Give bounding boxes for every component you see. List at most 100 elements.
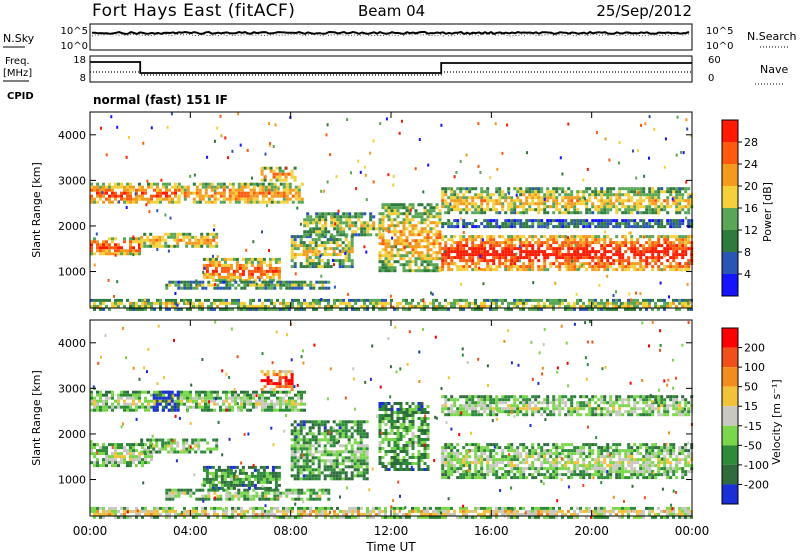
heatmap-cell <box>351 456 354 459</box>
heatmap-cell <box>561 299 564 302</box>
heatmap-cell <box>182 236 185 239</box>
heatmap-cell <box>348 299 351 302</box>
heatmap-cell <box>306 420 309 423</box>
heatmap-cell <box>168 198 171 201</box>
heatmap-cell <box>182 445 185 448</box>
heatmap-cell <box>288 284 291 287</box>
heatmap-cell <box>294 400 297 403</box>
heatmap-cell <box>141 305 144 308</box>
y-tick-label: 2000 <box>58 220 86 233</box>
heatmap-cell <box>294 262 297 265</box>
heatmap-cell <box>135 464 138 467</box>
heatmap-cell <box>321 423 324 426</box>
heatmap-cell <box>537 208 540 211</box>
heatmap-cell <box>642 211 645 214</box>
heatmap-cell <box>105 449 108 452</box>
heatmap-cell <box>412 251 415 254</box>
heatmap-cell <box>615 250 618 253</box>
heatmap-cell <box>382 229 384 232</box>
heatmap-cell <box>504 250 507 253</box>
heatmap-cell <box>495 299 498 302</box>
heatmap-cell <box>492 302 495 305</box>
heatmap-cell <box>558 262 561 265</box>
heatmap-cell <box>210 305 213 308</box>
heatmap-cell <box>117 243 120 246</box>
heatmap-cell <box>273 302 276 305</box>
heatmap-cell <box>288 406 291 409</box>
heatmap-cell <box>183 394 186 397</box>
heatmap-cell <box>576 235 579 238</box>
heatmap-cell <box>483 244 486 247</box>
heatmap-cell <box>333 215 336 218</box>
heatmap-cell <box>567 123 569 126</box>
heatmap-cell <box>177 406 180 409</box>
heatmap-cell <box>279 391 282 394</box>
heatmap-cell <box>687 199 690 202</box>
heatmap-cell <box>681 193 684 196</box>
heatmap-cell <box>280 201 283 204</box>
heatmap-cell <box>394 260 397 263</box>
heatmap-cell <box>230 481 233 484</box>
heatmap-cell <box>327 265 330 268</box>
heatmap-cell <box>239 267 242 270</box>
heatmap-cell <box>222 391 225 394</box>
heatmap-cell <box>684 187 687 190</box>
heatmap-cell <box>462 225 465 228</box>
heatmap-cell <box>270 284 273 287</box>
heatmap-cell <box>324 429 327 432</box>
heatmap-cell <box>397 209 400 212</box>
heatmap-cell <box>357 465 360 468</box>
heatmap-cell <box>303 224 306 227</box>
heatmap-cell <box>474 247 477 250</box>
heatmap-cell <box>627 259 630 262</box>
heatmap-cell <box>93 299 96 302</box>
heatmap-cell <box>405 299 408 302</box>
heatmap-cell <box>615 253 618 256</box>
heatmap-cell <box>672 259 675 262</box>
heatmap-cell <box>363 227 366 230</box>
heatmap-cell <box>175 303 177 306</box>
heatmap-cell <box>654 219 657 222</box>
heatmap-cell <box>114 449 117 452</box>
heatmap-cell <box>105 198 108 201</box>
heatmap-cell <box>519 268 522 271</box>
heatmap-cell <box>576 202 579 205</box>
heatmap-cell <box>245 472 248 475</box>
heatmap-cell <box>471 222 474 225</box>
heatmap-cell <box>351 259 354 262</box>
heatmap-cell <box>285 284 288 287</box>
heatmap-cell <box>260 273 263 276</box>
heatmap-cell <box>525 247 528 250</box>
heatmap-cell <box>486 225 489 228</box>
heatmap-cell <box>309 302 312 305</box>
heatmap-cell <box>573 305 576 308</box>
heatmap-cell <box>591 241 594 244</box>
heatmap-cell <box>333 238 336 241</box>
heatmap-cell <box>627 205 630 208</box>
heatmap-cell <box>99 249 102 252</box>
heatmap-cell <box>354 438 357 441</box>
heatmap-cell <box>609 262 612 265</box>
heatmap-cell <box>231 302 234 305</box>
heatmap-cell <box>430 257 433 260</box>
heatmap-cell <box>642 190 645 193</box>
heatmap-cell <box>597 199 600 202</box>
heatmap-cell <box>570 238 573 241</box>
heatmap-cell <box>433 263 436 266</box>
heatmap-cell <box>327 441 330 444</box>
heatmap-cell <box>504 219 507 222</box>
heatmap-cell <box>578 267 580 270</box>
heatmap-cell <box>519 245 521 248</box>
heatmap-cell <box>159 403 162 406</box>
heatmap-cell <box>210 397 213 400</box>
heatmap-cell <box>597 268 600 271</box>
heatmap-cell <box>298 186 301 189</box>
heatmap-cell <box>324 465 327 468</box>
heatmap-cell <box>235 189 238 192</box>
heatmap-cell <box>340 228 342 231</box>
heatmap-cell <box>648 157 650 160</box>
heatmap-cell <box>165 302 168 305</box>
heatmap-cell <box>174 192 177 195</box>
heatmap-cell <box>153 189 156 192</box>
heatmap-cell <box>285 403 288 406</box>
